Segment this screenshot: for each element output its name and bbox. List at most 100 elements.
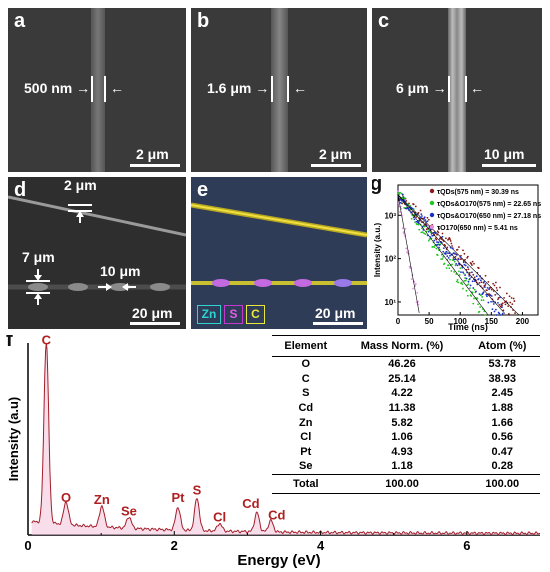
data-point xyxy=(458,274,461,276)
data-point xyxy=(514,312,516,315)
data-point xyxy=(412,208,415,210)
panel-label-b: b xyxy=(197,10,210,32)
data-point xyxy=(440,258,443,261)
data-point xyxy=(463,263,466,266)
data-point xyxy=(462,261,465,264)
data-point xyxy=(512,297,515,300)
data-point xyxy=(477,277,480,280)
data-point xyxy=(480,299,483,302)
data-point xyxy=(501,306,503,309)
data-point xyxy=(503,301,506,304)
scale-bar-e xyxy=(313,322,363,325)
legend-marker-0 xyxy=(429,188,435,194)
data-point xyxy=(421,215,423,217)
data-point xyxy=(476,297,479,299)
data-point xyxy=(448,267,451,270)
data-point xyxy=(493,310,496,313)
data-point xyxy=(408,209,410,211)
data-point xyxy=(490,295,493,297)
data-point xyxy=(511,303,514,306)
data-point xyxy=(467,283,470,286)
data-point xyxy=(494,308,497,311)
data-point xyxy=(458,246,460,248)
data-point xyxy=(400,208,403,210)
data-point xyxy=(494,294,497,296)
panel-label-d: d xyxy=(14,179,27,201)
table-row: C 25.14 38.93 xyxy=(272,372,540,387)
fit-line-3 xyxy=(397,194,420,313)
data-point xyxy=(464,274,466,276)
data-point xyxy=(481,296,484,298)
data-point xyxy=(500,303,503,306)
data-point xyxy=(470,262,473,265)
data-point xyxy=(437,241,440,244)
table-cell: 1.88 xyxy=(491,402,513,415)
data-point xyxy=(484,283,487,285)
spacing-text-top: 2 μm xyxy=(64,177,97,193)
table-row: Pt 4.93 0.47 xyxy=(272,445,540,460)
data-point xyxy=(486,286,489,289)
data-point xyxy=(436,233,438,236)
data-point xyxy=(475,290,477,293)
plot-frame xyxy=(397,184,539,316)
legend-label-0: τQDs(575 nm) = 30.39 ns xyxy=(437,189,519,196)
data-point xyxy=(491,308,494,310)
data-point xyxy=(459,267,462,270)
legend-label-3: τO170(650 nm) = 5.41 ns xyxy=(437,225,518,232)
data-point xyxy=(448,236,451,239)
data-point xyxy=(436,243,439,246)
data-point xyxy=(494,281,497,284)
data-point xyxy=(509,301,512,304)
data-point xyxy=(410,211,412,214)
data-point xyxy=(484,274,487,277)
scale-text-d: 20 μm xyxy=(132,305,173,321)
x-tick-label: 4 xyxy=(317,538,325,553)
data-point xyxy=(513,300,516,302)
data-point xyxy=(445,237,447,240)
data-point xyxy=(403,206,406,209)
data-point xyxy=(472,273,475,276)
data-point xyxy=(453,260,456,263)
x-axis-label: Energy (eV) xyxy=(237,552,320,569)
fit-line-1 xyxy=(397,194,488,315)
data-point xyxy=(450,270,453,272)
data-point xyxy=(462,249,464,252)
data-point xyxy=(442,250,445,253)
data-point xyxy=(451,245,453,247)
data-point xyxy=(496,289,499,292)
table-row: Cl 1.06 0.56 xyxy=(272,430,540,445)
data-point xyxy=(401,202,404,205)
data-point xyxy=(401,193,404,196)
data-point xyxy=(445,250,448,253)
legend-marker-2 xyxy=(429,212,435,218)
data-point xyxy=(406,251,409,254)
data-point xyxy=(452,252,455,255)
data-point xyxy=(479,306,482,309)
data-point xyxy=(468,278,471,280)
panel-label-a: a xyxy=(14,10,26,32)
table-cell: 38.93 xyxy=(488,372,517,385)
data-point xyxy=(421,227,423,230)
data-point xyxy=(410,278,413,281)
data-point xyxy=(451,247,454,250)
data-point xyxy=(465,289,468,292)
arrow-right-icon: → xyxy=(428,80,447,96)
data-point xyxy=(449,246,452,249)
data-point xyxy=(503,296,505,299)
composition-table: Element Mass Norm. (%) Atom (%) O 46.26 53… xyxy=(272,335,540,494)
arrow-left-icon: ← xyxy=(110,80,124,96)
data-point xyxy=(456,279,459,281)
data-point xyxy=(460,281,463,284)
width-annotation-c: 6 μm → xyxy=(396,80,447,96)
x-tick-label: 2 xyxy=(171,538,178,553)
data-point xyxy=(497,302,499,304)
scale-bar-b xyxy=(311,164,361,167)
data-point xyxy=(414,205,417,208)
data-point xyxy=(419,209,422,212)
width-annotation-b: 1.6 μm → xyxy=(207,80,269,96)
data-point xyxy=(403,232,406,235)
marker-line-right-b xyxy=(287,76,289,102)
table-cell: 46.26 xyxy=(388,358,416,371)
data-point xyxy=(482,291,485,294)
